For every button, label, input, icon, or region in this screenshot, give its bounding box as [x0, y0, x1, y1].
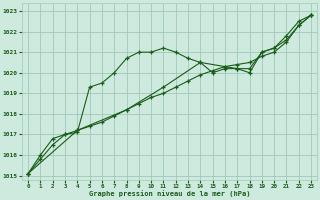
X-axis label: Graphe pression niveau de la mer (hPa): Graphe pression niveau de la mer (hPa) — [89, 190, 250, 197]
